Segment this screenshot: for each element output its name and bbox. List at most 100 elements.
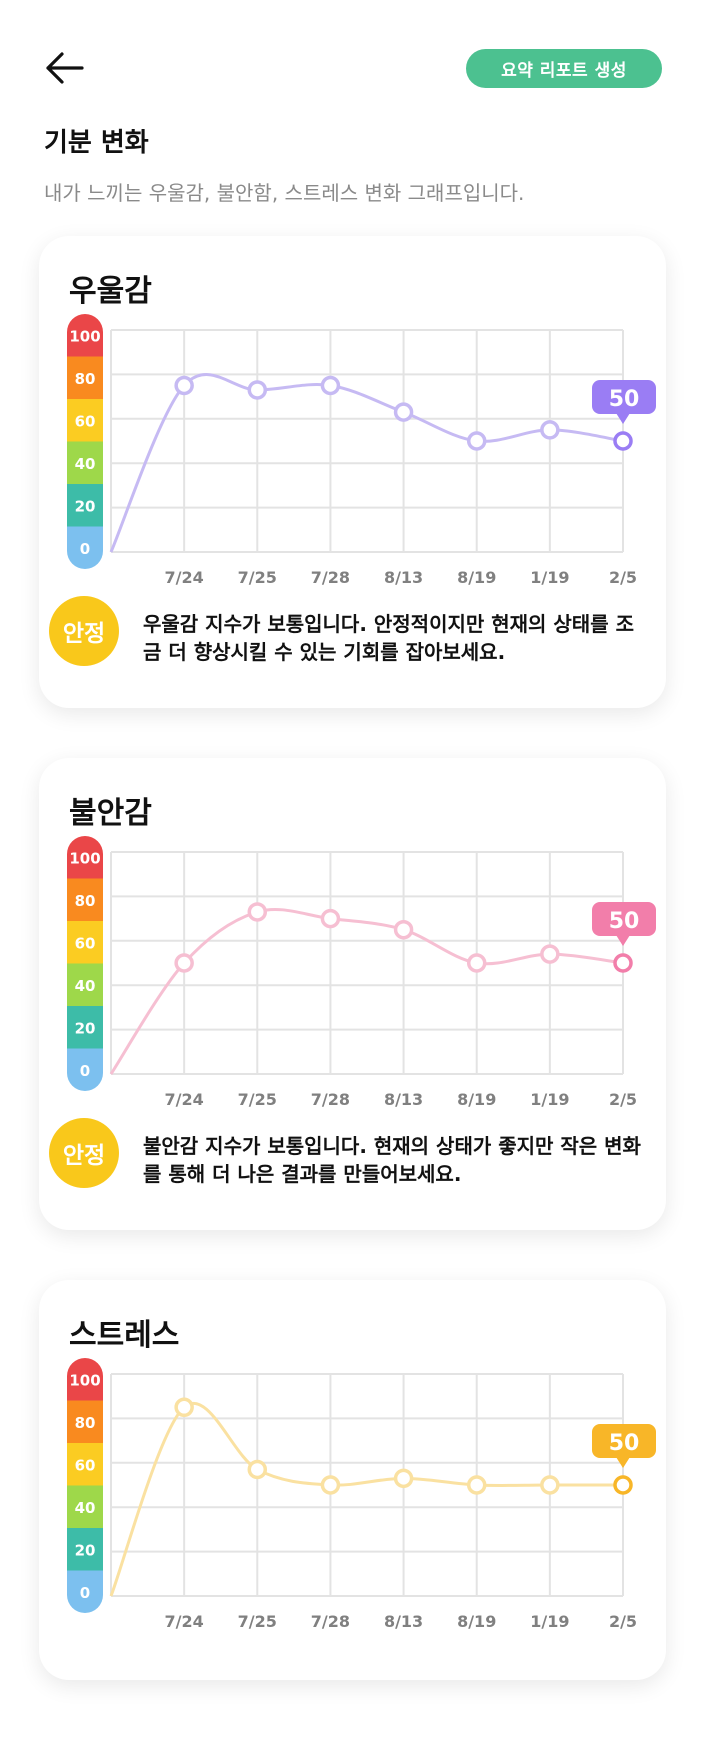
x-tick-label: 7/24	[165, 1612, 204, 1631]
data-point	[613, 431, 633, 451]
scale-label: 40	[75, 455, 96, 473]
current-value-label: 50	[609, 909, 640, 934]
scale-segment	[67, 526, 103, 569]
x-tick-label: 8/19	[457, 1612, 496, 1631]
depression-card: 우울감 100 80 60 40 20 0 7/24 7/25 7/28 8/13 8/19 1/1…	[39, 236, 666, 708]
score-scale-bar: 100 80 60 40 20 0	[67, 836, 103, 1091]
depression-chart: 7/24 7/25 7/28 8/13 8/19 1/19 2/5 50	[109, 329, 656, 587]
card-description: 불안감 지수가 보통입니다. 현재의 상태가 좋지만 작은 변화를 통해 더 나…	[143, 1134, 641, 1186]
scale-segment	[67, 1006, 103, 1049]
stress-chart: 7/24 7/25 7/28 8/13 8/19 1/19 2/5 50	[109, 1373, 656, 1631]
x-tick-label: 7/28	[311, 568, 350, 587]
current-value-label: 50	[609, 1431, 640, 1456]
data-point	[540, 944, 560, 964]
current-value-bubble	[592, 1424, 656, 1458]
current-value-bubble-tail	[616, 935, 630, 946]
card-title: 스트레스	[69, 1318, 180, 1353]
data-point	[466, 431, 487, 451]
anxiety-chart: 7/24 7/25 7/28 8/13 8/19 1/19 2/5 50	[109, 851, 656, 1109]
scale-segment	[67, 878, 103, 922]
stress-card: 스트레스 100 80 60 40 20 0 7/24 7/25 7/28 8/13 8/19 1/…	[39, 1280, 666, 1680]
anxiety-card: 불안감 100 80 60 40 20 0 7/24 7/25 7/28 8/13 8/19 1/1…	[39, 758, 666, 1230]
data-point	[393, 1468, 414, 1489]
x-tick-label: 2/5	[609, 1612, 637, 1631]
status-badge: 안정	[49, 1118, 119, 1188]
scale-label: 20	[75, 497, 96, 515]
x-tick-label: 7/28	[311, 1612, 350, 1631]
scale-label: 60	[75, 1456, 96, 1474]
series-line	[109, 1402, 623, 1597]
data-point	[613, 953, 633, 973]
scale-label: 100	[69, 1371, 100, 1389]
x-tick-label: 2/5	[609, 1090, 637, 1109]
scale-label: 80	[75, 370, 96, 388]
data-point	[466, 1475, 487, 1495]
x-tick-label: 1/19	[530, 1090, 569, 1109]
scale-label: 20	[75, 1019, 96, 1037]
data-point	[320, 908, 341, 929]
x-tick-label: 8/19	[457, 568, 496, 587]
chart-grid	[110, 329, 624, 553]
scale-segment	[67, 1528, 103, 1571]
data-point	[466, 953, 487, 973]
score-scale-bar: 100 80 60 40 20 0	[67, 1358, 103, 1613]
data-point	[174, 1397, 194, 1418]
scale-label: 0	[80, 1584, 90, 1602]
scale-segment	[67, 1443, 103, 1486]
x-tick-label: 8/19	[457, 1090, 496, 1109]
scale-label: 0	[80, 540, 90, 558]
x-tick-label: 1/19	[530, 1612, 569, 1631]
card-title: 우울감	[69, 274, 152, 309]
scale-segment	[67, 356, 103, 400]
scale-segment	[67, 1400, 103, 1444]
current-value-label: 50	[609, 387, 640, 412]
series-line	[109, 907, 624, 1075]
scale-label: 60	[75, 412, 96, 430]
data-point	[247, 1459, 268, 1480]
data-point	[174, 375, 194, 396]
x-tick-label: 8/13	[384, 1612, 423, 1631]
data-point	[540, 1475, 560, 1495]
summary-report-button[interactable]: 요약 리포트 생성	[466, 49, 662, 88]
scale-segment	[67, 1048, 103, 1091]
score-scale-bar: 100 80 60 40 20 0	[67, 314, 103, 569]
arrow-left-icon	[46, 52, 84, 84]
x-tick-label: 8/13	[384, 568, 423, 587]
data-point	[393, 919, 414, 940]
scale-label: 100	[69, 327, 100, 345]
x-tick-label: 7/25	[238, 1612, 277, 1631]
scale-segment	[67, 314, 103, 357]
scale-label: 100	[69, 849, 100, 867]
current-value-bubble	[592, 902, 656, 936]
back-button[interactable]	[40, 48, 88, 88]
status-badge: 안정	[49, 596, 119, 666]
data-point	[540, 420, 560, 440]
chart-grid	[110, 1373, 624, 1597]
card-description: 우울감 지수가 보통입니다. 안정적이지만 현재의 상태를 조금 더 향상시킬 …	[143, 612, 634, 664]
scale-segment	[67, 921, 103, 964]
x-tick-label: 7/24	[165, 568, 204, 587]
data-point	[247, 380, 268, 400]
scale-label: 60	[75, 934, 96, 952]
scale-label: 0	[80, 1062, 90, 1080]
scale-label: 40	[75, 977, 96, 995]
scale-label: 80	[75, 1414, 96, 1432]
x-tick-label: 7/24	[165, 1090, 204, 1109]
scale-label: 20	[75, 1541, 96, 1559]
x-tick-label: 2/5	[609, 568, 637, 587]
data-point	[320, 375, 341, 396]
scale-label: 80	[75, 892, 96, 910]
data-point	[393, 402, 414, 422]
scale-segment	[67, 1358, 103, 1401]
data-point	[247, 902, 268, 922]
card-title: 불안감	[69, 796, 152, 831]
current-value-bubble-tail	[616, 1457, 630, 1468]
current-value-bubble-tail	[616, 413, 630, 424]
x-tick-label: 1/19	[530, 568, 569, 587]
x-tick-label: 7/25	[238, 568, 277, 587]
scale-segment	[67, 963, 103, 1007]
scale-segment	[67, 484, 103, 527]
page-subtitle: 내가 느끼는 우울감, 불안함, 스트레스 변화 그래프입니다.	[44, 181, 525, 205]
data-point	[174, 953, 194, 973]
scale-label: 40	[75, 1499, 96, 1517]
